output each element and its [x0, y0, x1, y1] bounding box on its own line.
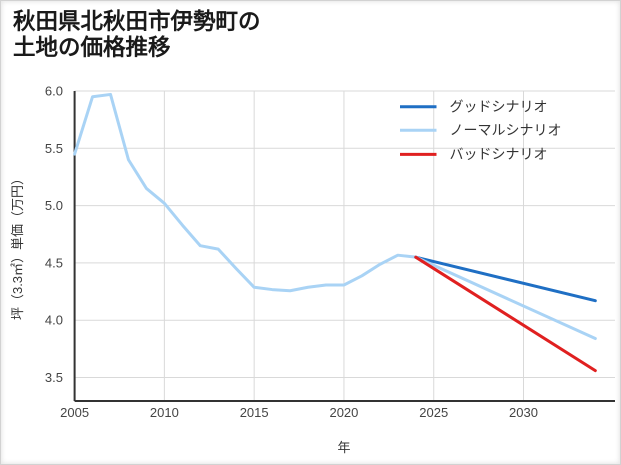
svg-text:6.0: 6.0 — [45, 84, 63, 99]
svg-text:坪（3.3㎡）単価（万円）: 坪（3.3㎡）単価（万円） — [10, 172, 25, 320]
svg-text:3.5: 3.5 — [45, 370, 63, 385]
svg-text:2020: 2020 — [329, 405, 358, 420]
svg-text:グッドシナリオ: グッドシナリオ — [450, 99, 548, 115]
svg-text:2015: 2015 — [240, 405, 269, 420]
svg-text:4.5: 4.5 — [45, 255, 63, 270]
svg-text:2030: 2030 — [509, 405, 538, 420]
svg-text:5.0: 5.0 — [45, 198, 63, 213]
svg-text:2025: 2025 — [419, 405, 448, 420]
svg-text:2010: 2010 — [150, 405, 179, 420]
svg-text:バッドシナリオ: バッドシナリオ — [450, 146, 548, 162]
svg-text:年: 年 — [337, 440, 350, 455]
svg-text:5.5: 5.5 — [45, 141, 63, 156]
svg-text:2005: 2005 — [60, 405, 89, 420]
svg-text:4.0: 4.0 — [45, 313, 63, 328]
svg-text:ノーマルシナリオ: ノーマルシナリオ — [450, 122, 562, 138]
